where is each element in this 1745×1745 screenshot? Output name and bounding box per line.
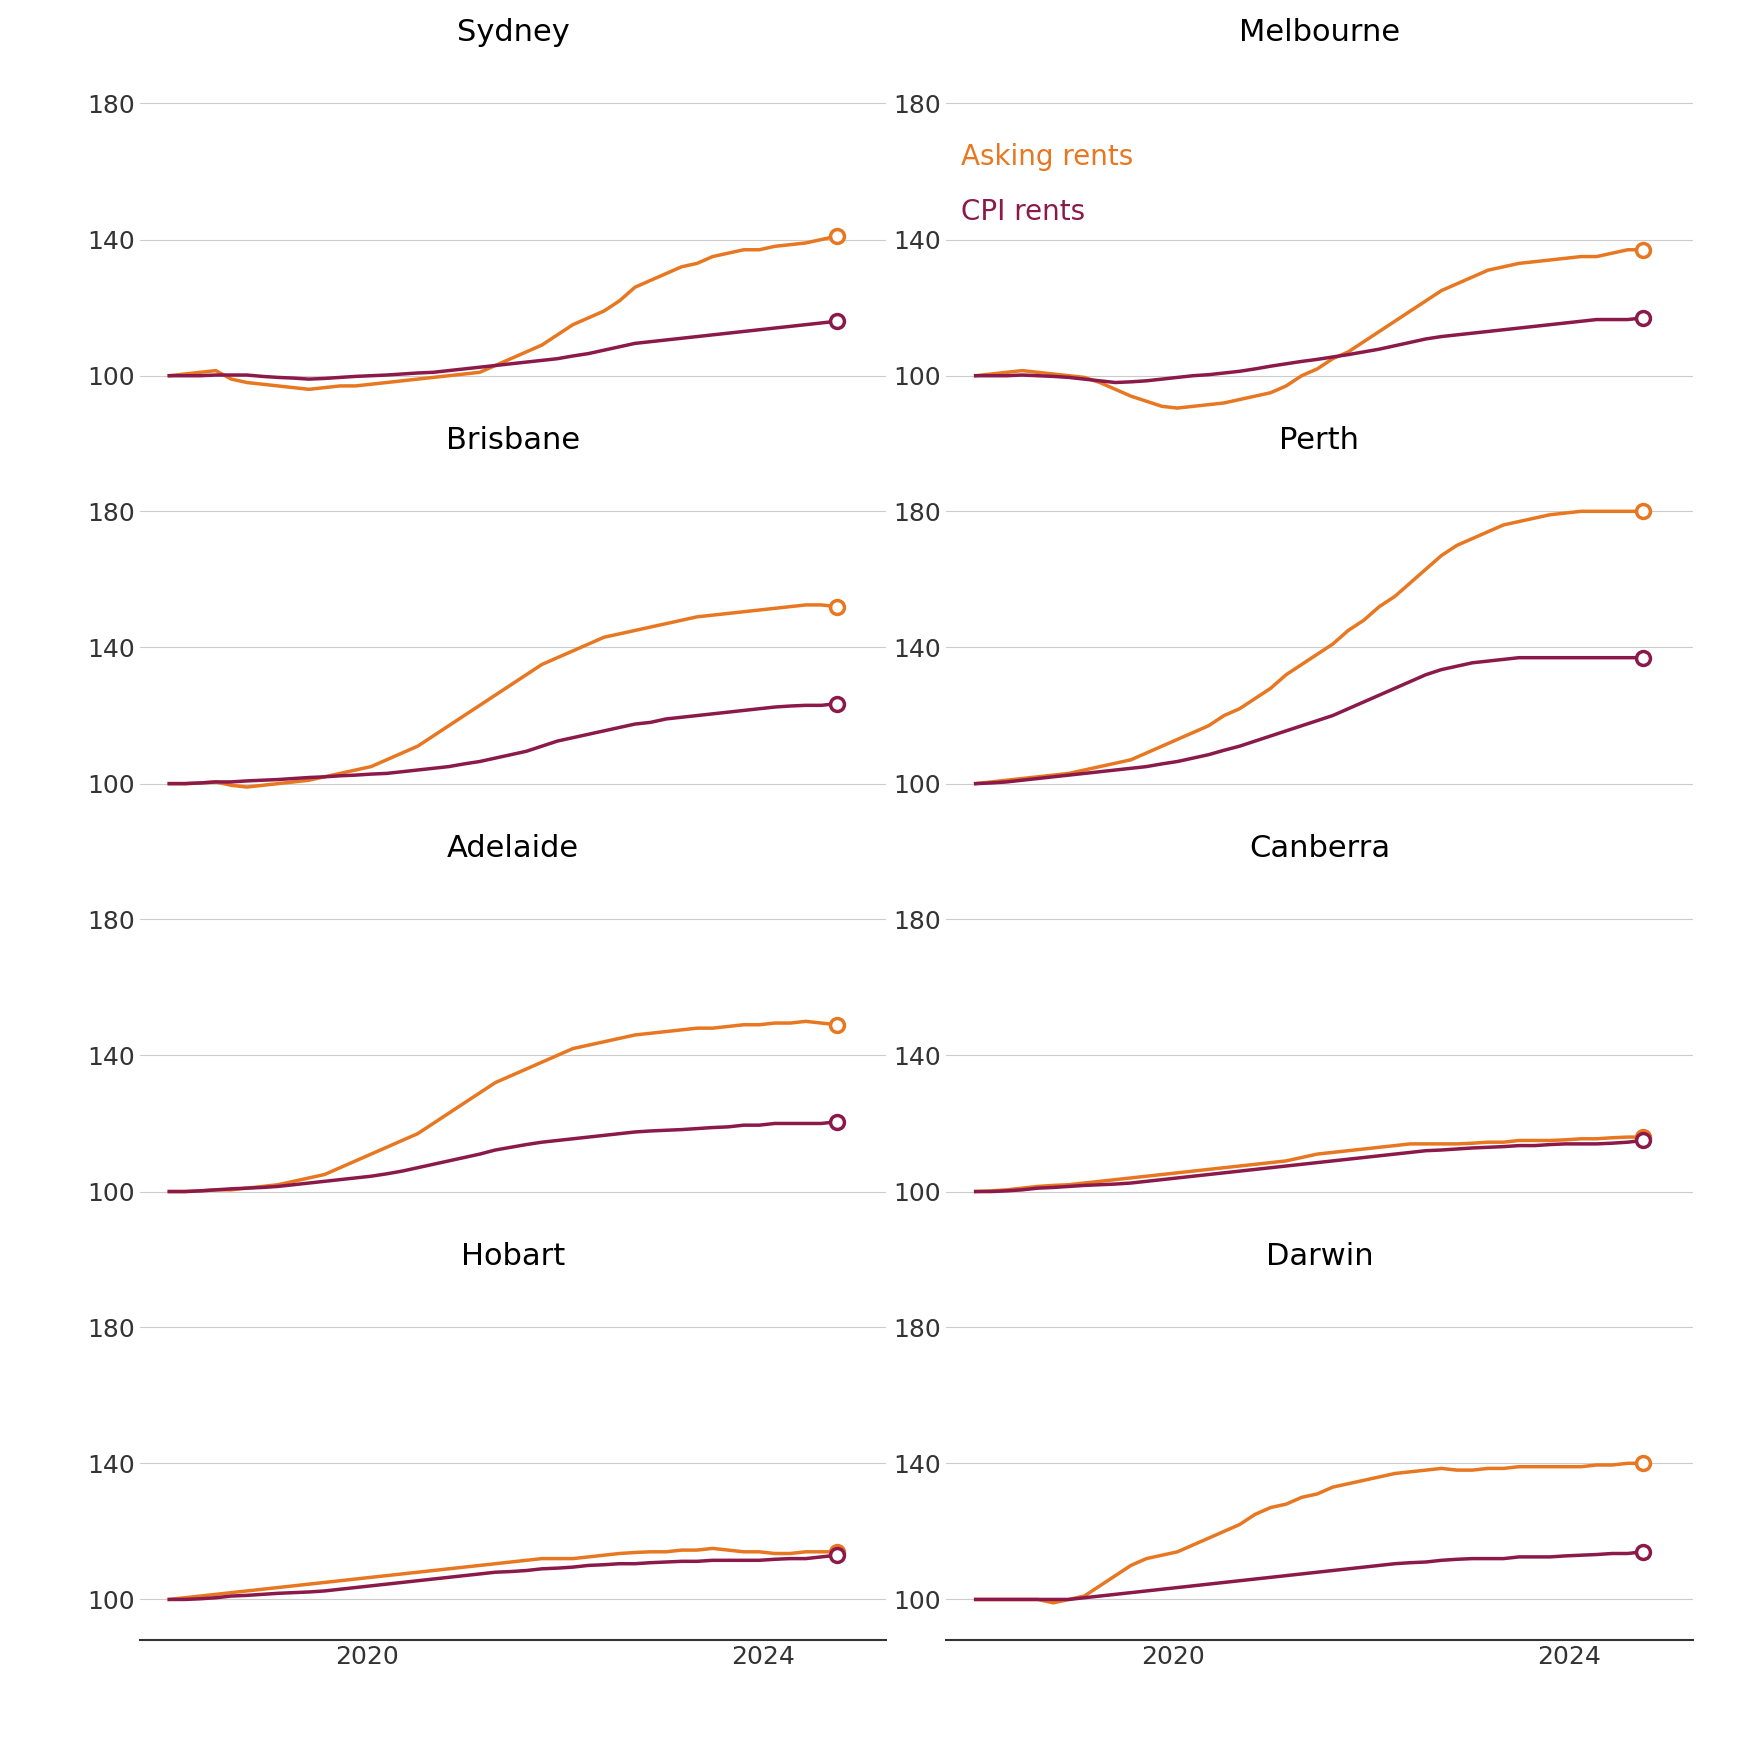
Title: Hobart: Hobart bbox=[461, 1242, 565, 1270]
Title: Darwin: Darwin bbox=[1265, 1242, 1373, 1270]
Text: Asking rents: Asking rents bbox=[961, 143, 1133, 171]
Title: Perth: Perth bbox=[1279, 426, 1359, 455]
Title: Canberra: Canberra bbox=[1249, 834, 1389, 864]
Title: Adelaide: Adelaide bbox=[447, 834, 579, 864]
Title: Brisbane: Brisbane bbox=[447, 426, 579, 455]
Title: Sydney: Sydney bbox=[457, 17, 569, 47]
Title: Melbourne: Melbourne bbox=[1239, 17, 1399, 47]
Text: CPI rents: CPI rents bbox=[961, 197, 1085, 227]
